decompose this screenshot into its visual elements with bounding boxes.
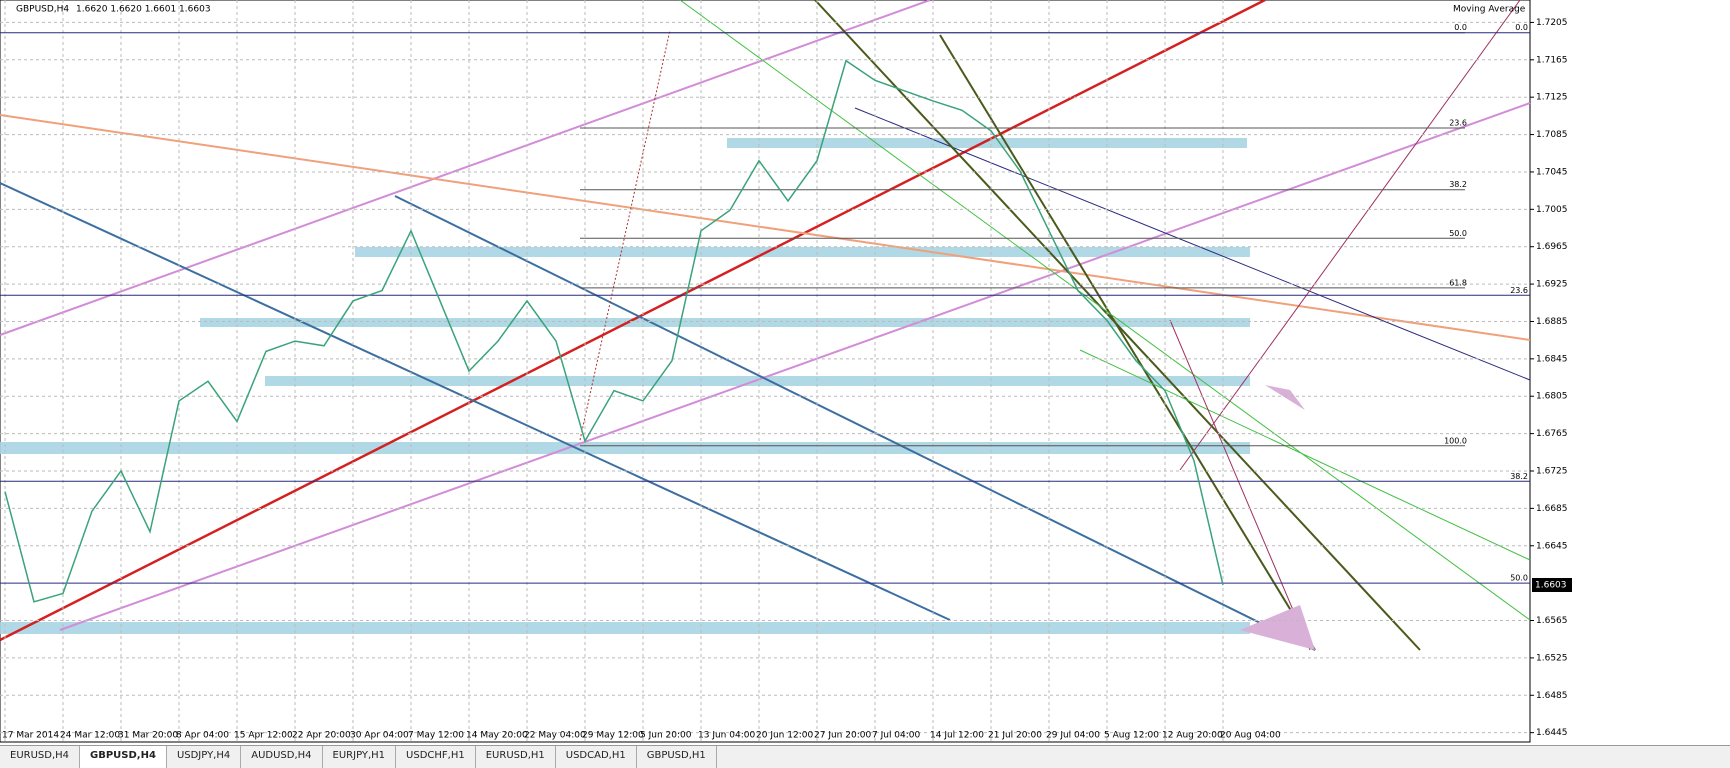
fib-label: 38.2 bbox=[1449, 180, 1467, 189]
y-tick-label: 1.6685 bbox=[1536, 504, 1568, 514]
tab[interactable]: GBPUSD,H1 bbox=[637, 746, 717, 768]
y-tick-label: 1.7005 bbox=[1536, 205, 1568, 215]
y-tick-label: 1.6485 bbox=[1536, 691, 1568, 701]
zone bbox=[0, 442, 1250, 454]
tab[interactable]: AUDUSD,H4 bbox=[241, 746, 323, 768]
x-tick-label: 24 Mar 12:00 bbox=[60, 731, 120, 741]
trendline bbox=[1079, 349, 1531, 561]
y-tick-label: 1.7125 bbox=[1536, 93, 1568, 103]
x-tick-label: 12 Aug 20:00 bbox=[1162, 731, 1223, 741]
x-tick-label: 29 May 12:00 bbox=[582, 731, 644, 741]
y-tick-label: 1.7165 bbox=[1536, 55, 1568, 65]
quote: 1.6620 1.6620 1.6601 1.6603 bbox=[76, 5, 211, 15]
x-tick-label: 30 Apr 04:00 bbox=[350, 731, 409, 741]
y-tick-label: 1.6525 bbox=[1536, 653, 1568, 663]
y-tick-label: 1.6565 bbox=[1536, 616, 1568, 626]
zone bbox=[200, 318, 1250, 327]
y-tick-label: 1.7205 bbox=[1536, 18, 1568, 28]
x-tick-label: 22 Apr 20:00 bbox=[292, 731, 351, 741]
tab-bar: EURUSD,H4 GBPUSD,H4 USDJPY,H4 AUDUSD,H4 EURJ… bbox=[0, 745, 1730, 768]
x-tick-label: 13 Jun 04:00 bbox=[698, 731, 755, 741]
last-price-label: 1.6603 bbox=[1535, 581, 1567, 591]
fib-label: 61.8 bbox=[1449, 278, 1467, 287]
fib-label: 50.0 bbox=[1510, 574, 1528, 583]
y-tick-label: 1.6845 bbox=[1536, 354, 1568, 364]
fib-label: 0.0 bbox=[1454, 23, 1467, 32]
x-tick-label: 7 Jul 04:00 bbox=[872, 731, 921, 741]
trendline bbox=[1179, 0, 1521, 471]
y-tick-label: 1.7045 bbox=[1536, 167, 1568, 177]
trendline bbox=[394, 195, 1316, 651]
x-tick-label: 14 May 20:00 bbox=[466, 731, 528, 741]
x-tick-label: 27 Jun 20:00 bbox=[814, 731, 871, 741]
x-tick-label: 15 Apr 12:00 bbox=[234, 731, 293, 741]
y-tick-label: 1.6765 bbox=[1536, 429, 1568, 439]
dynamic-layer: 1.6445 1.6485 1.6525 1.6565 1.6645 1.6685 1.67… bbox=[0, 0, 1572, 742]
symbol: GBPUSD,H4 bbox=[16, 5, 69, 15]
trendline bbox=[939, 34, 1316, 651]
indicator: Moving Average bbox=[1453, 5, 1526, 15]
tab[interactable]: USDJPY,H4 bbox=[167, 746, 242, 768]
y-tick-label: 1.7085 bbox=[1536, 130, 1568, 140]
tab[interactable]: GBPUSD,H4 bbox=[80, 746, 167, 768]
tab[interactable]: EURUSD,H1 bbox=[476, 746, 556, 768]
x-tick-label: 21 Jul 20:00 bbox=[988, 731, 1042, 741]
trendlines bbox=[0, 0, 1531, 651]
tab[interactable]: EURUSD,H4 bbox=[0, 746, 81, 768]
x-tick-label: 22 May 04:00 bbox=[524, 731, 586, 741]
x-tick-label: 7 May 12:00 bbox=[408, 731, 464, 741]
trendline bbox=[1169, 319, 1311, 651]
trendline bbox=[59, 102, 1531, 631]
last-price-box bbox=[1532, 578, 1572, 593]
x-tick-label: 20 Jun 12:00 bbox=[756, 731, 813, 741]
y-tick-label: 1.6925 bbox=[1536, 280, 1568, 290]
trendline bbox=[0, 114, 1531, 341]
x-tick-label: 8 Apr 04:00 bbox=[176, 731, 229, 741]
tab[interactable]: USDCHF,H1 bbox=[396, 746, 476, 768]
y-tick-label: 1.6965 bbox=[1536, 242, 1568, 252]
y-tick-label: 1.6445 bbox=[1536, 728, 1568, 738]
zone bbox=[0, 622, 1250, 634]
fib-label: 100.0 bbox=[1444, 436, 1467, 445]
y-tick-label: 1.6885 bbox=[1536, 317, 1568, 327]
trendline bbox=[0, 0, 931, 336]
fib-label: 23.6 bbox=[1510, 286, 1528, 295]
y-tick-label: 1.6805 bbox=[1536, 392, 1568, 402]
fib-label: 38.2 bbox=[1510, 472, 1528, 481]
fib-label: 0.0 bbox=[1515, 23, 1528, 32]
trendline bbox=[579, 29, 671, 441]
y-tick-label: 1.6645 bbox=[1536, 541, 1568, 551]
x-tick-label: 20 Aug 04:00 bbox=[1220, 731, 1281, 741]
fib-label: 50.0 bbox=[1449, 229, 1467, 238]
zone bbox=[355, 247, 1250, 257]
trendline bbox=[0, 182, 951, 621]
x-tick-label: 14 Jul 12:00 bbox=[930, 731, 984, 741]
x-tick-label: 17 Mar 2014 bbox=[2, 731, 59, 741]
marker bbox=[1265, 385, 1305, 410]
y-tick-label: 1.6725 bbox=[1536, 466, 1568, 476]
trendline bbox=[679, 0, 1531, 621]
x-tick-label: 29 Jul 04:00 bbox=[1046, 731, 1100, 741]
trendline bbox=[0, 0, 1266, 642]
price-line bbox=[4, 59, 1224, 603]
tab[interactable]: USDCAD,H1 bbox=[556, 746, 637, 768]
chart: 1.6445 1.6485 1.6525 1.6565 1.6645 1.6685 1.67… bbox=[0, 0, 1572, 743]
marker bbox=[1240, 605, 1315, 650]
zone bbox=[727, 138, 1247, 148]
x-tick-label: 5 Aug 12:00 bbox=[1104, 731, 1159, 741]
tab[interactable]: EURJPY,H1 bbox=[323, 746, 397, 768]
trendline bbox=[854, 107, 1531, 381]
x-tick-label: 5 Jun 20:00 bbox=[640, 731, 692, 741]
fib-label: 23.6 bbox=[1449, 119, 1467, 128]
x-tick-label: 31 Mar 20:00 bbox=[118, 731, 178, 741]
